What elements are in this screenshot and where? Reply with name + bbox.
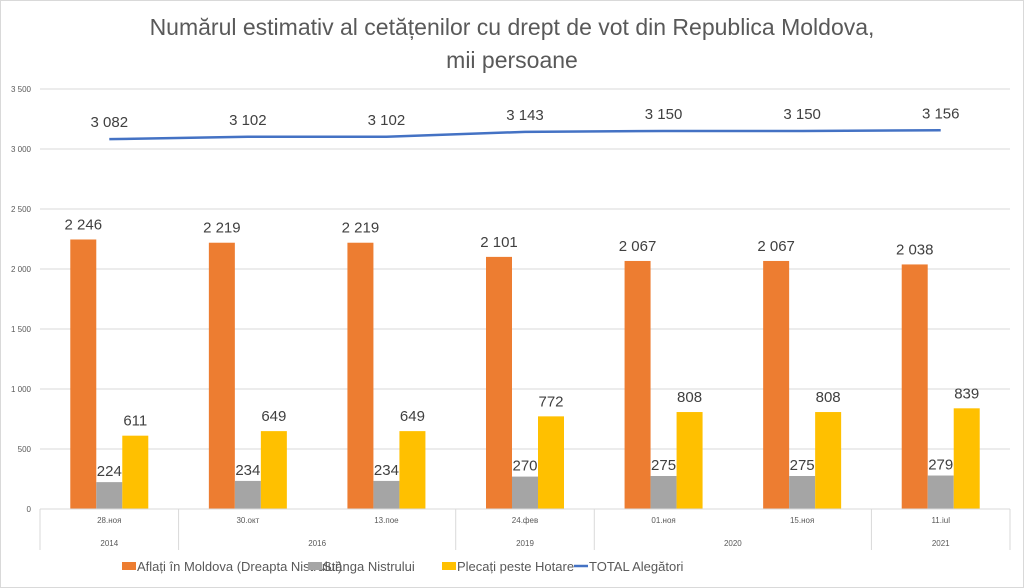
data-label: 611 [123,413,147,430]
x-year-label: 2020 [724,539,742,548]
legend-label: TOTAL Alegători [589,559,684,574]
x-year-label: 2014 [100,539,118,548]
x-tick-label: 24.фев [512,516,538,525]
data-label: 2 067 [619,238,657,255]
y-tick-label: 500 [18,445,32,454]
x-year-label: 2021 [932,539,950,548]
data-label: 279 [928,457,953,474]
data-label: 772 [538,393,563,410]
bar [373,480,400,509]
data-label: 2 038 [896,241,934,258]
x-tick-label: 01.ноя [651,516,675,525]
total-line-path [109,129,941,141]
data-label: 808 [816,389,841,406]
y-tick-label: 1 500 [11,325,32,334]
x-axis: 28.ноя 30.окт 13.пое 24.фев 01.ноя 15.ноя 11.i… [39,508,1011,550]
legend-swatch [308,562,322,570]
line-data-label: 3 102 [229,112,267,129]
bar [347,242,374,509]
chart-title: Numărul estimativ al cetățenilor cu drep… [150,14,875,40]
data-label: 2 246 [65,216,103,233]
data-label: 234 [235,462,260,479]
bar [676,412,703,509]
x-tick-label: 11.iul [931,516,950,525]
line-data-label: 3 156 [922,105,960,122]
bar [70,239,97,510]
data-label: 649 [400,408,425,425]
chart-subtitle: mii persoane [446,47,578,73]
x-year-label: 2016 [308,539,326,548]
bar [650,476,677,509]
bar [122,435,149,509]
bar [815,412,842,509]
bar [953,408,980,509]
data-label: 649 [261,408,286,425]
y-tick-label: 0 [27,505,32,514]
data-label: 275 [651,457,676,474]
data-label: 224 [97,463,122,480]
bar [399,431,426,509]
bars [70,239,980,510]
legend: Aflați în Moldova (Dreapta Nistrului)Stâ… [122,559,684,574]
x-tick-label: 13.пое [374,516,399,525]
bar [624,260,651,509]
y-tick-label: 3 500 [11,85,32,94]
bar [234,480,261,509]
bar [208,242,235,509]
gridlines [40,88,1010,450]
line-data-label: 3 150 [783,106,821,123]
x-year-label: 2019 [516,539,534,548]
data-label: 2 219 [342,220,380,237]
bar [927,475,954,509]
legend-swatch [122,562,136,570]
y-tick-label: 2 000 [11,265,32,274]
data-label: 2 219 [203,220,241,237]
line-data-label: 3 102 [368,112,406,129]
bar [901,264,928,509]
y-tick-label: 2 500 [11,205,32,214]
line-data-label: 3 082 [91,114,129,131]
data-label: 234 [374,462,399,479]
data-labels: 2 246 224 611 2 219 234 649 2 219 234 649 2 101 27… [65,105,980,480]
y-axis: 0 500 1 000 1 500 2 000 2 500 3 000 3 500 [11,85,32,514]
data-label: 270 [512,458,537,475]
bar [789,476,816,509]
line-data-label: 3 150 [645,106,683,123]
x-tick-label: 15.ноя [790,516,814,525]
bar [486,256,512,509]
legend-label: Plecați peste Hotare [457,559,574,574]
x-tick-label: 30.окт [236,516,259,525]
bar [763,260,790,509]
data-label: 839 [954,385,979,402]
legend-label: Stânga Nistrului [323,559,415,574]
data-label: 2 101 [480,234,518,251]
legend-label: Aflați în Moldova (Dreapta Nistrului) [137,559,342,574]
bar [512,476,538,509]
legend-swatch [442,562,456,570]
x-tick-label: 28.ноя [97,516,121,525]
data-label: 808 [677,389,702,406]
total-line [109,129,941,141]
line-data-label: 3 143 [506,107,544,124]
bar [96,482,123,509]
bar [260,431,287,509]
y-tick-label: 1 000 [11,385,32,394]
y-tick-label: 3 000 [11,145,32,154]
data-label: 275 [790,457,815,474]
bar [538,416,564,509]
data-label: 2 067 [757,238,795,255]
